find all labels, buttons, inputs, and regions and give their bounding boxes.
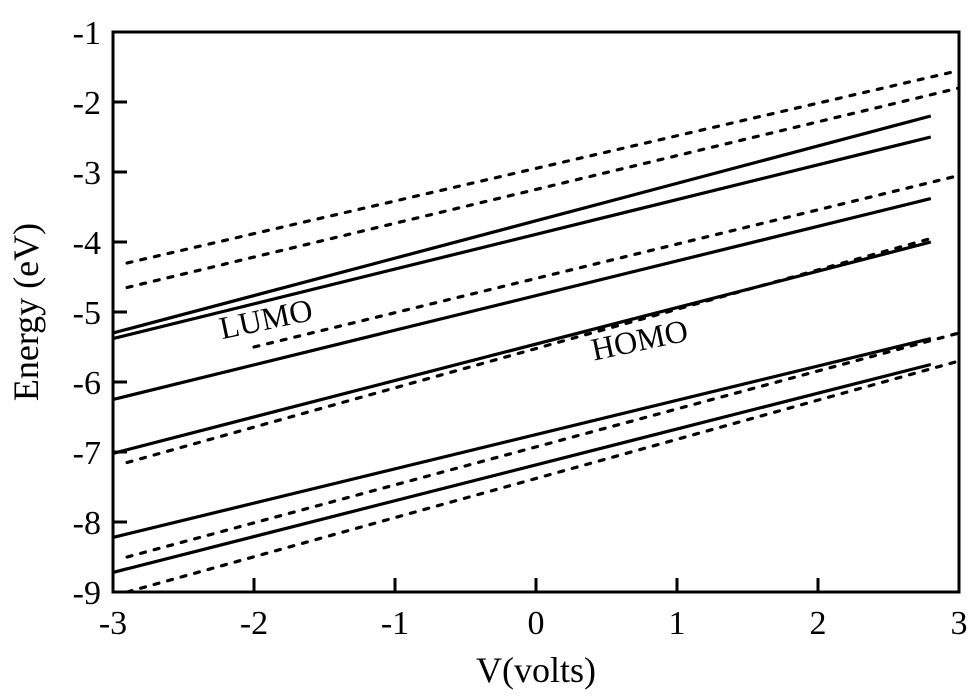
y-tick-label: -5 — [73, 295, 101, 332]
annotation-lumo: LUMO — [216, 291, 316, 346]
x-tick-label: 2 — [810, 605, 827, 642]
y-tick-label: -4 — [73, 225, 101, 262]
dotted-line-11 — [125, 359, 961, 594]
solid-line-4 — [112, 337, 932, 539]
y-tick-label: -7 — [73, 435, 101, 472]
y-tick-label: -1 — [73, 15, 101, 52]
y-tick-label: -2 — [73, 85, 101, 122]
ticks-layer: -3 -2 -1 0 1 2 3 -9 -8 -7 -6 -5 -4 -3 -2 -1 — [73, 15, 968, 642]
dotted-line-10 — [125, 331, 961, 559]
y-tick-label: -9 — [73, 575, 101, 612]
x-axis-title: V(volts) — [476, 650, 596, 690]
dotted-line-6 — [125, 68, 961, 265]
dotted-line-8 — [252, 173, 961, 349]
x-tick-label: 1 — [669, 605, 686, 642]
x-tick-label: -1 — [381, 605, 409, 642]
x-tick-label: -2 — [240, 605, 268, 642]
y-tick-label: -6 — [73, 365, 101, 402]
series-layer — [112, 68, 961, 594]
solid-line-2 — [112, 197, 932, 402]
y-tick-label: -3 — [73, 155, 101, 192]
solid-line-5 — [112, 362, 932, 574]
solid-line-1 — [112, 135, 932, 341]
x-tick-label: 0 — [528, 605, 545, 642]
x-tick-label: -3 — [99, 605, 127, 642]
y-axis-title: Energy (eV) — [6, 223, 46, 401]
dotted-line-7 — [125, 86, 961, 290]
solid-line-0 — [112, 114, 932, 335]
y-tick-label: -8 — [73, 505, 101, 542]
dotted-line-9 — [125, 236, 933, 465]
x-tick-label: 3 — [951, 605, 968, 642]
solid-line-3 — [112, 240, 932, 455]
